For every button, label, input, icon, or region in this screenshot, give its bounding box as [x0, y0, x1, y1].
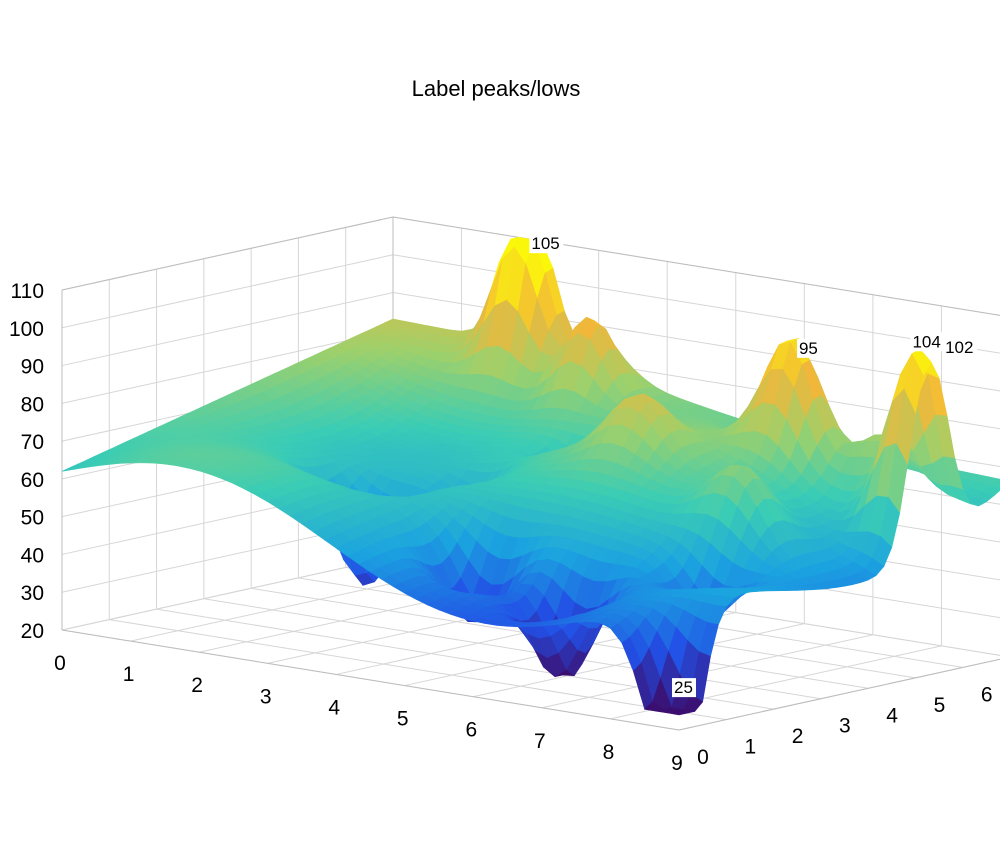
surface-facet	[667, 710, 687, 716]
peak-low-annotations: 105 95 104 102 25	[529, 234, 978, 698]
z-tick-label: 40	[21, 544, 44, 567]
y-tick-label: 2	[792, 725, 804, 748]
z-tick-label: 30	[21, 582, 44, 605]
floor-grid-line	[203, 598, 821, 700]
back-wall-grid-line	[392, 254, 1000, 354]
x-tick-label: 7	[534, 730, 546, 753]
surface	[61, 236, 1000, 716]
x-tick-label: 5	[397, 708, 409, 731]
z-tick-label: 50	[21, 507, 44, 530]
z-axis-ticks: 20 30 40 50 60 70 80 90 100 110	[9, 280, 44, 643]
side-wall-grid-line	[61, 292, 394, 367]
z-tick-label: 60	[21, 469, 44, 492]
y-tick-label: 1	[744, 736, 756, 759]
annotation-bg	[796, 338, 821, 358]
annotation-peak: 102	[945, 338, 973, 357]
axis-box-edge	[678, 658, 1000, 731]
annotation-bg	[910, 332, 945, 352]
z-tick-label: 80	[21, 393, 44, 416]
z-tick-label: 90	[21, 356, 44, 379]
annotation-peak: 95	[799, 339, 818, 358]
annotation-bg	[672, 678, 696, 698]
y-tick-label: 4	[886, 704, 898, 727]
x-tick-label: 1	[123, 663, 135, 686]
annotation-peak: 105	[531, 234, 559, 253]
x-tick-label: 2	[191, 674, 203, 697]
annotation-bg	[943, 337, 978, 357]
y-tick-label: 6	[981, 683, 993, 706]
x-tick-label: 4	[328, 696, 340, 719]
floor-grid-line	[298, 577, 916, 679]
x-tick-label: 8	[603, 741, 615, 764]
axis-box-edge	[392, 216, 1000, 316]
side-wall-grid-line	[61, 329, 394, 404]
x-tick-label: 0	[54, 652, 66, 675]
annotation-bg	[529, 234, 564, 254]
x-tick-label: 6	[465, 719, 477, 742]
axis-box-edge	[61, 629, 680, 731]
chart-title: Label peaks/lows	[412, 76, 581, 101]
y-tick-label: 5	[934, 694, 946, 717]
z-tick-label: 110	[11, 280, 44, 303]
side-wall-grid-line	[61, 556, 394, 631]
y-tick-label: 0	[697, 746, 709, 769]
side-wall-grid-line	[61, 254, 394, 329]
floor-grid-line	[109, 619, 727, 721]
annotation-low: 25	[674, 678, 693, 697]
x-tick-label: 9	[671, 752, 683, 775]
annotation-peak: 104	[912, 332, 940, 351]
y-tick-label: 3	[839, 715, 851, 738]
axis-box-edge	[61, 216, 394, 291]
x-tick-label: 3	[260, 685, 272, 708]
x-axis-ticks: 0 1 2 3 4 5 6 7 8 9	[54, 652, 683, 775]
z-tick-label: 20	[21, 620, 44, 643]
z-tick-label: 100	[9, 318, 44, 341]
z-tick-label: 70	[21, 431, 44, 454]
